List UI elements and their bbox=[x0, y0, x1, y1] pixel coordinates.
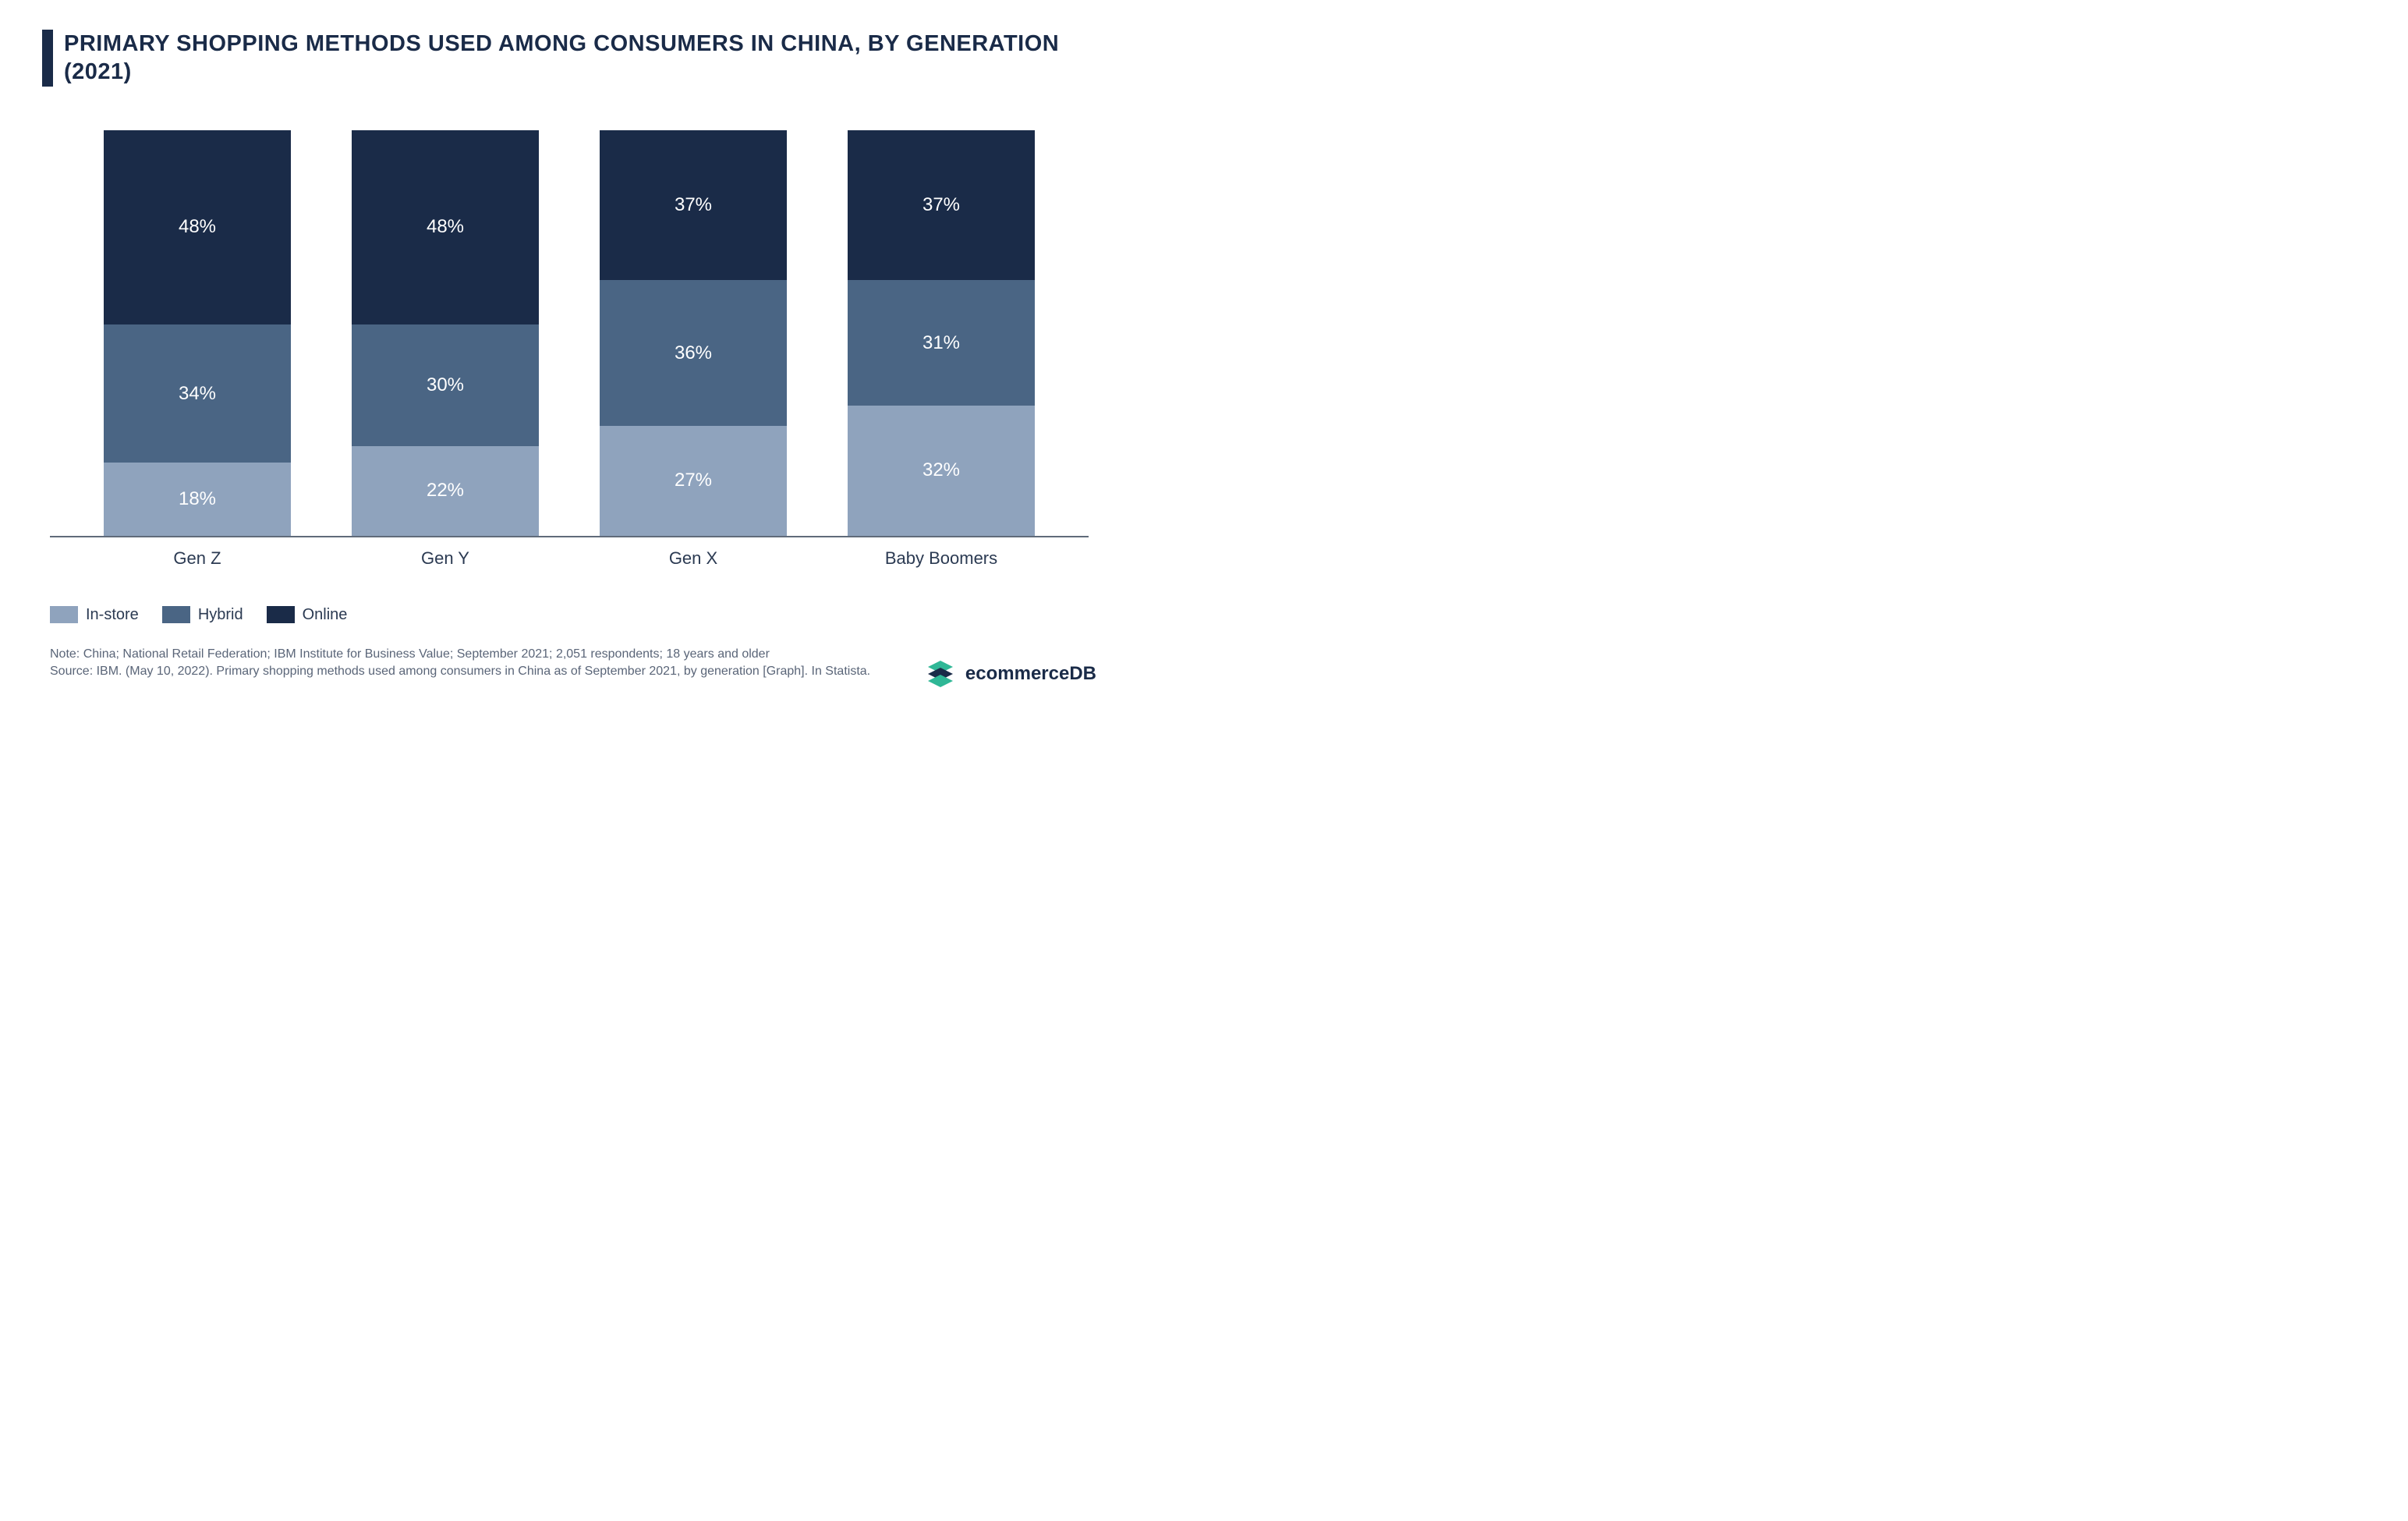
bar-segment: 32% bbox=[848, 406, 1035, 535]
footnote-source: Source: IBM. (May 10, 2022). Primary sho… bbox=[50, 663, 923, 680]
legend-item: In-store bbox=[50, 606, 139, 624]
bar-group: 22%30%48% bbox=[352, 130, 539, 536]
stacked-bar: 22%30%48% bbox=[352, 130, 539, 536]
legend-item: Online bbox=[267, 606, 348, 624]
chart-plot-area: 18%34%48%22%30%48%27%36%37%32%31%37% bbox=[50, 132, 1089, 537]
bar-segment: 37% bbox=[848, 130, 1035, 280]
bar-group: 32%31%37% bbox=[848, 130, 1035, 536]
brand-logo-text: ecommerceDB bbox=[965, 663, 1096, 685]
chart-footnote: Note: China; National Retail Federation;… bbox=[50, 646, 923, 681]
x-axis-category-label: Gen Y bbox=[352, 548, 539, 569]
footnote-note: Note: China; National Retail Federation;… bbox=[50, 646, 923, 663]
bar-segment: 18% bbox=[104, 463, 291, 536]
legend-item: Hybrid bbox=[162, 606, 243, 624]
legend-swatch bbox=[267, 606, 295, 623]
stacked-bar: 18%34%48% bbox=[104, 130, 291, 536]
legend-swatch bbox=[162, 606, 190, 623]
stacked-bar: 27%36%37% bbox=[600, 130, 787, 536]
chart-title: PRIMARY SHOPPING METHODS USED AMONG CONS… bbox=[64, 30, 1096, 87]
x-axis-category-label: Baby Boomers bbox=[848, 548, 1035, 569]
brand-logo: ecommerceDB bbox=[925, 658, 1096, 690]
bar-segment: 36% bbox=[600, 280, 787, 426]
title-row: PRIMARY SHOPPING METHODS USED AMONG CONS… bbox=[42, 30, 1096, 87]
legend-label: Hybrid bbox=[198, 606, 243, 624]
x-axis-labels: Gen Z Gen Y Gen X Baby Boomers bbox=[50, 537, 1089, 569]
stacked-bar: 32%31%37% bbox=[848, 130, 1035, 536]
bar-segment: 22% bbox=[352, 446, 539, 535]
bar-segment: 48% bbox=[352, 130, 539, 325]
bar-segment: 34% bbox=[104, 324, 291, 463]
bar-segment: 27% bbox=[600, 426, 787, 535]
legend-label: Online bbox=[303, 606, 348, 624]
chart-container: PRIMARY SHOPPING METHODS USED AMONG CONS… bbox=[0, 0, 1138, 719]
bar-segment: 31% bbox=[848, 280, 1035, 406]
bar-segment: 30% bbox=[352, 324, 539, 446]
bar-group: 18%34%48% bbox=[104, 130, 291, 536]
bar-group: 27%36%37% bbox=[600, 130, 787, 536]
legend-swatch bbox=[50, 606, 78, 623]
legend-label: In-store bbox=[86, 606, 139, 624]
bar-segment: 37% bbox=[600, 130, 787, 280]
x-axis-category-label: Gen X bbox=[600, 548, 787, 569]
chart-legend: In-store Hybrid Online bbox=[50, 606, 1096, 624]
bar-segment: 48% bbox=[104, 130, 291, 325]
stack-icon bbox=[925, 658, 956, 690]
title-accent-bar bbox=[42, 30, 53, 87]
x-axis-category-label: Gen Z bbox=[104, 548, 291, 569]
